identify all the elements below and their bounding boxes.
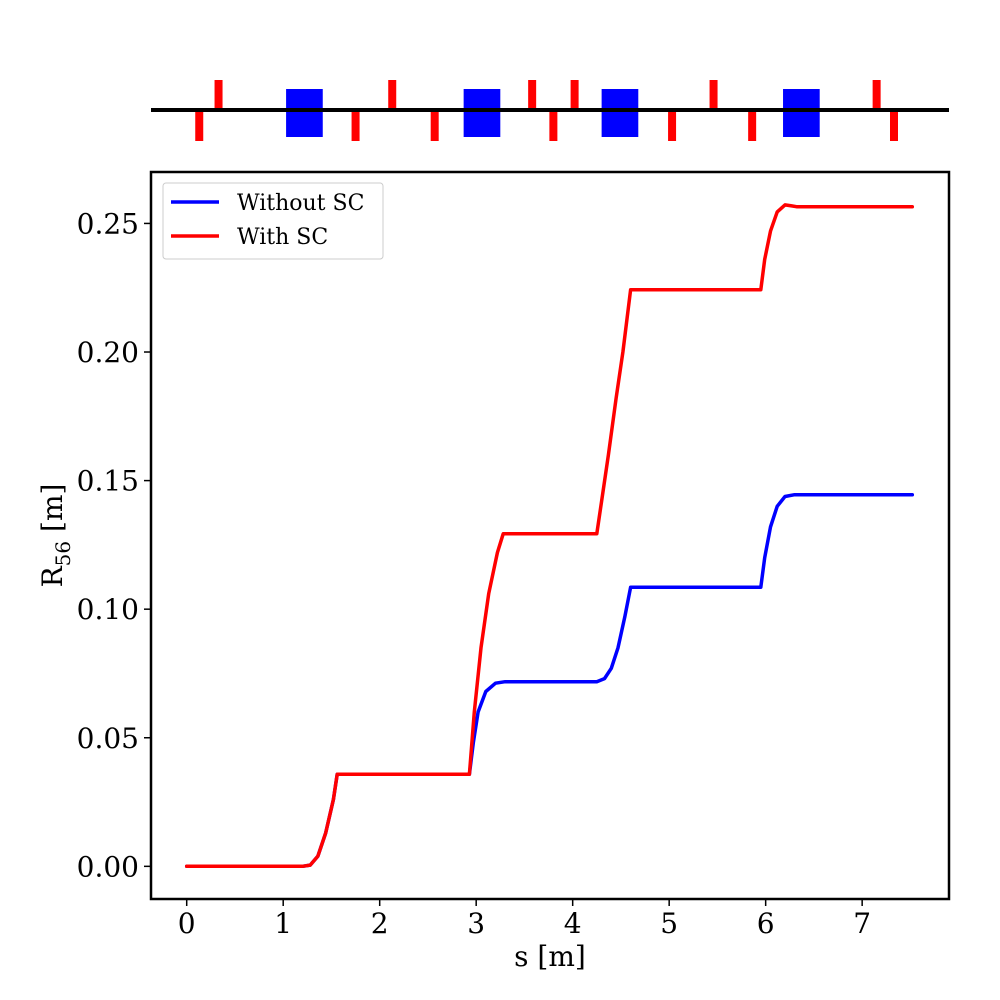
quadrupole-magnet xyxy=(195,112,204,141)
y-axis-label: R56 [m] xyxy=(36,484,75,588)
x-tick-label: 2 xyxy=(371,907,389,940)
quadrupole-magnet xyxy=(388,80,397,109)
quadrupole-magnet xyxy=(430,112,439,141)
quadrupole-magnet xyxy=(889,112,898,141)
y-tick-label: 0.05 xyxy=(77,722,139,755)
y-axis-label-unit: [m] xyxy=(36,484,69,541)
x-tick-label: 7 xyxy=(853,907,871,940)
series-lines xyxy=(184,203,915,869)
plot-border xyxy=(149,170,951,901)
dipole-magnet xyxy=(286,89,323,137)
series-line-with-sc xyxy=(184,203,915,869)
dipole-magnet xyxy=(463,89,501,137)
y-axis-label-subscript: 56 xyxy=(51,541,75,566)
quadrupole-magnet xyxy=(570,80,579,109)
x-tick-label: 1 xyxy=(274,907,292,940)
y-axis-label-main: R xyxy=(36,565,69,587)
quadrupole-magnet xyxy=(709,80,718,109)
quadrupole-magnet xyxy=(351,112,360,141)
legend-entry: With SC xyxy=(237,225,328,250)
y-tick-label: 0.15 xyxy=(77,465,139,498)
legend: Without SC With SC xyxy=(162,182,384,260)
dipole-magnet xyxy=(601,89,639,137)
lattice-diagram xyxy=(151,80,949,141)
quadrupole-magnet xyxy=(668,112,677,141)
y-tick-label: 0.00 xyxy=(77,850,139,883)
x-tick-label: 5 xyxy=(660,907,678,940)
axes-ticks: 0 1 2 3 4 5 6 7 0.00 0.05 0.10 0.15 0.20 0.25 xyxy=(77,207,871,940)
x-axis-label: s [m] xyxy=(514,940,586,973)
quadrupole-magnet xyxy=(214,80,223,109)
x-tick-label: 3 xyxy=(467,907,485,940)
y-tick-label: 0.25 xyxy=(77,207,139,240)
y-tick-label: 0.20 xyxy=(77,336,139,369)
x-tick-label: 4 xyxy=(564,907,582,940)
quadrupole-magnet xyxy=(872,80,881,109)
y-tick-label: 0.10 xyxy=(77,593,139,626)
quadrupole-magnet xyxy=(528,80,537,109)
x-tick-label: 0 xyxy=(178,907,196,940)
dipole-magnet xyxy=(783,89,820,137)
legend-entry: Without SC xyxy=(237,191,364,216)
quadrupole-magnet xyxy=(549,112,558,141)
quadrupole-magnet xyxy=(748,112,757,141)
x-tick-label: 6 xyxy=(757,907,775,940)
